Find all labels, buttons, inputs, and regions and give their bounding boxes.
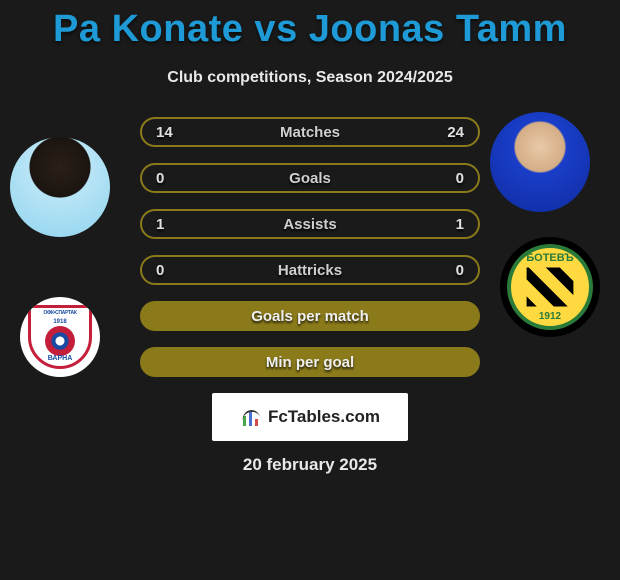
stats-table: 14 Matches 24 0 Goals 0 1 Assists 1 0 Ha…	[140, 117, 480, 377]
club-right-year: 1912	[511, 311, 589, 322]
club-right-crest-icon: БОТЕВЪ 1912	[507, 244, 593, 330]
club-left-year: 1918	[53, 319, 66, 325]
stat-label: Assists	[142, 216, 478, 233]
player-left-avatar	[10, 137, 110, 237]
stat-value-right: 24	[447, 124, 464, 141]
stat-value-left: 0	[156, 170, 164, 187]
stat-value-right: 1	[456, 216, 464, 233]
player-right-avatar	[490, 112, 590, 212]
footer-date: 20 february 2025	[0, 455, 620, 475]
club-left-city: ВАРНА	[48, 355, 73, 362]
club-right-name: БОТЕВЪ	[511, 252, 589, 264]
brand-text: FcTables.com	[268, 407, 380, 427]
stat-label: Goals per match	[142, 308, 478, 325]
club-left-name: ОФК•СПАРТАК	[43, 310, 76, 316]
stat-value-left: 1	[156, 216, 164, 233]
subtitle: Club competitions, Season 2024/2025	[0, 69, 620, 87]
stat-row-assists: 1 Assists 1	[140, 209, 480, 239]
stat-label: Min per goal	[142, 354, 478, 371]
football-icon	[45, 326, 75, 356]
stat-label: Goals	[142, 170, 478, 187]
fctables-chart-icon	[240, 406, 262, 428]
stat-row-goals-per-match: Goals per match	[140, 301, 480, 331]
stat-value-right: 0	[456, 262, 464, 279]
club-left-badge: ОФК•СПАРТАК 1918 ВАРНА	[20, 297, 100, 377]
club-left-shield-icon: ОФК•СПАРТАК 1918 ВАРНА	[28, 305, 92, 369]
brand-logo: FcTables.com	[212, 393, 408, 441]
stat-value-left: 0	[156, 262, 164, 279]
club-right-badge: БОТЕВЪ 1912	[500, 237, 600, 337]
stat-value-left: 14	[156, 124, 173, 141]
stat-value-right: 0	[456, 170, 464, 187]
page-title: Pa Konate vs Joonas Tamm	[0, 0, 620, 51]
stat-label: Matches	[142, 124, 478, 141]
stat-row-hattricks: 0 Hattricks 0	[140, 255, 480, 285]
stat-label: Hattricks	[142, 262, 478, 279]
stat-row-matches: 14 Matches 24	[140, 117, 480, 147]
stat-row-min-per-goal: Min per goal	[140, 347, 480, 377]
comparison-content: ОФК•СПАРТАК 1918 ВАРНА БОТЕВЪ 1912 14 Ma…	[0, 117, 620, 475]
stat-row-goals: 0 Goals 0	[140, 163, 480, 193]
